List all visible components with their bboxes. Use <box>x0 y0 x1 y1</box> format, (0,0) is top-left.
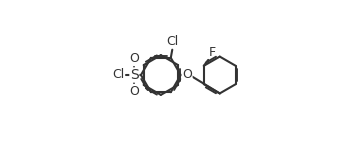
Text: Cl: Cl <box>166 35 179 48</box>
Text: F: F <box>209 46 216 59</box>
Text: O: O <box>130 85 139 98</box>
Text: S: S <box>130 68 139 82</box>
Text: Cl: Cl <box>113 69 125 81</box>
Text: O: O <box>130 52 139 65</box>
Text: O: O <box>182 69 192 81</box>
